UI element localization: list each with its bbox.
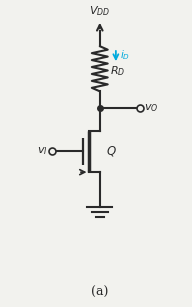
Text: $i_D$: $i_D$ xyxy=(120,48,130,62)
Text: $v_I$: $v_I$ xyxy=(37,146,48,157)
Text: $V_{DD}$: $V_{DD}$ xyxy=(89,4,110,18)
Text: $Q$: $Q$ xyxy=(106,145,117,158)
Text: $R_D$: $R_D$ xyxy=(110,64,126,78)
Text: $v_O$: $v_O$ xyxy=(144,102,159,114)
Text: (a): (a) xyxy=(91,286,108,299)
